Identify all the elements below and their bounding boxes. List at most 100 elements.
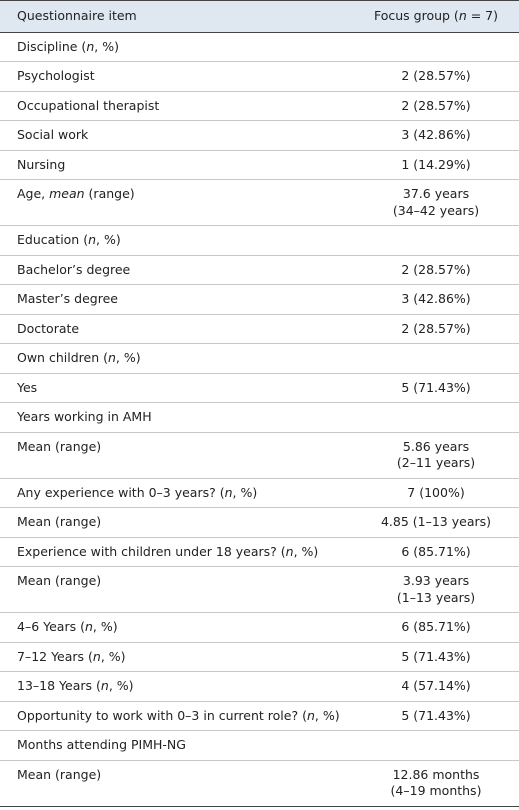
value-cell: 3 (42.86%) — [353, 284, 519, 315]
table-row: 4–6 Years (n, %) 6 (85.71%) — [0, 612, 519, 643]
text-segment: Mean (range) — [17, 766, 102, 782]
text-segment: Education ( — [17, 232, 89, 247]
cell-line: (1–13 years) — [396, 589, 476, 605]
text-segment: , %) — [293, 543, 319, 559]
cell-line: 6 (85.71%) — [401, 619, 471, 634]
text-segment: = 7) — [466, 8, 498, 23]
item-cell: Experience with children under 18 years?… — [0, 537, 353, 567]
text-segment: n — [84, 619, 93, 634]
cell-line: 4.85 (1–13 years) — [380, 514, 492, 529]
text-segment: Nursing — [17, 156, 66, 172]
header-row: Questionnaire item Focus group (n = 7) — [0, 0, 519, 33]
text-segment: n — [458, 8, 467, 23]
table-row: Mean (range) 12.86 months (4–19 months) — [0, 760, 519, 807]
value-cell: 6 (85.71%) — [353, 612, 519, 643]
text-segment: Experience with children under 18 years?… — [17, 543, 286, 559]
cell-line: 5 (71.43%) — [401, 379, 471, 395]
text-segment: Any experience with 0–3 years? ( — [17, 484, 225, 500]
value-cell — [353, 343, 519, 374]
item-cell: Education (n, %) — [0, 225, 353, 256]
item-cell: Own children (n, %) — [0, 343, 353, 374]
item-cell: Mean (range) — [0, 760, 353, 807]
item-cell: Psychologist — [0, 61, 353, 92]
text-segment: n — [285, 543, 294, 559]
item-cell: Months attending PIMH-NG — [0, 730, 353, 761]
value-cell: 4.85 (1–13 years) — [353, 507, 519, 538]
item-cell: 4–6 Years (n, %) — [0, 612, 353, 643]
value-cell: 7 (100%) — [353, 478, 519, 508]
text-segment: Occupational therapist — [17, 97, 160, 113]
item-cell: Occupational therapist — [0, 91, 353, 121]
cell-line: (2–11 years) — [396, 455, 476, 470]
header-cell: Focus group (n = 7) — [353, 0, 519, 33]
item-cell: Years working in AMH — [0, 402, 353, 433]
text-segment: 13–18 Years ( — [17, 678, 101, 693]
table-row: Mean (range) 5.86 years (2–11 years) — [0, 432, 519, 479]
table-row: Age, mean (range) 37.6 years (34–42 years) — [0, 179, 519, 226]
cell-line: 3.93 years — [402, 573, 470, 588]
cell-line: (4–19 months) — [390, 783, 482, 798]
text-segment: Questionnaire item — [17, 8, 137, 23]
text-segment: mean — [49, 186, 85, 201]
value-cell: 5 (71.43%) — [353, 701, 519, 731]
value-cell: 12.86 months (4–19 months) — [353, 760, 519, 807]
text-segment: , %) — [314, 707, 340, 723]
text-segment: Bachelor’s degree — [17, 261, 131, 277]
value-cell: 6 (85.71%) — [353, 537, 519, 567]
item-cell: Age, mean (range) — [0, 179, 353, 226]
text-segment: , %) — [100, 648, 126, 664]
table-row: Psychologist 2 (28.57%) — [0, 61, 519, 92]
text-segment: n — [306, 707, 315, 723]
text-segment: n — [86, 38, 95, 54]
value-cell: 2 (28.57%) — [353, 314, 519, 344]
value-cell: 1 (14.29%) — [353, 150, 519, 180]
value-cell: 37.6 years (34–42 years) — [353, 179, 519, 226]
table-row: Opportunity to work with 0–3 in current … — [0, 701, 519, 731]
item-cell: Nursing — [0, 150, 353, 180]
item-cell: Social work — [0, 120, 353, 151]
text-segment: Yes — [17, 379, 38, 395]
cell-line: 37.6 years — [402, 186, 470, 201]
text-segment: n — [100, 678, 109, 693]
cell-line: 5 (71.43%) — [401, 648, 471, 664]
table-row: Nursing 1 (14.29%) — [0, 150, 519, 180]
value-cell: 2 (28.57%) — [353, 61, 519, 92]
text-segment: , %) — [108, 678, 134, 693]
text-segment: Mean (range) — [17, 438, 102, 454]
value-cell — [353, 32, 519, 62]
text-segment: Focus group ( — [373, 8, 459, 23]
cell-line: 2 (28.57%) — [401, 97, 471, 113]
text-segment: Age, — [17, 186, 50, 201]
table-row: Yes 5 (71.43%) — [0, 373, 519, 403]
item-cell: Opportunity to work with 0–3 in current … — [0, 701, 353, 731]
table-row: 13–18 Years (n, %) 4 (57.14%) — [0, 671, 519, 702]
value-cell: 5 (71.43%) — [353, 642, 519, 672]
text-segment: Mean (range) — [17, 573, 102, 588]
text-segment: n — [107, 350, 116, 365]
value-cell: 5.86 years (2–11 years) — [353, 432, 519, 479]
text-segment: n — [88, 232, 97, 247]
cell-line: 2 (28.57%) — [401, 261, 471, 277]
text-segment: n — [224, 484, 233, 500]
table-row: 7–12 Years (n, %) 5 (71.43%) — [0, 642, 519, 672]
value-cell — [353, 225, 519, 256]
value-cell: 3.93 years (1–13 years) — [353, 566, 519, 613]
table-row: Master’s degree 3 (42.86%) — [0, 284, 519, 315]
cell-line: 2 (28.57%) — [401, 320, 471, 336]
cell-line: 4 (57.14%) — [401, 678, 471, 693]
cell-line: 5.86 years — [402, 438, 470, 454]
item-cell: Yes — [0, 373, 353, 403]
cell-line: (34–42 years) — [392, 202, 480, 218]
value-cell: 3 (42.86%) — [353, 120, 519, 151]
table-row: Doctorate 2 (28.57%) — [0, 314, 519, 344]
text-segment: 7–12 Years ( — [17, 648, 93, 664]
text-segment: Doctorate — [17, 320, 80, 336]
table-row: Mean (range) 3.93 years (1–13 years) — [0, 566, 519, 613]
text-segment: (range) — [84, 186, 135, 201]
item-cell: Bachelor’s degree — [0, 255, 353, 285]
cell-line: 12.86 months — [392, 766, 480, 782]
table-row: Bachelor’s degree 2 (28.57%) — [0, 255, 519, 285]
text-segment: Discipline ( — [17, 38, 87, 54]
table-row: Mean (range) 4.85 (1–13 years) — [0, 507, 519, 538]
